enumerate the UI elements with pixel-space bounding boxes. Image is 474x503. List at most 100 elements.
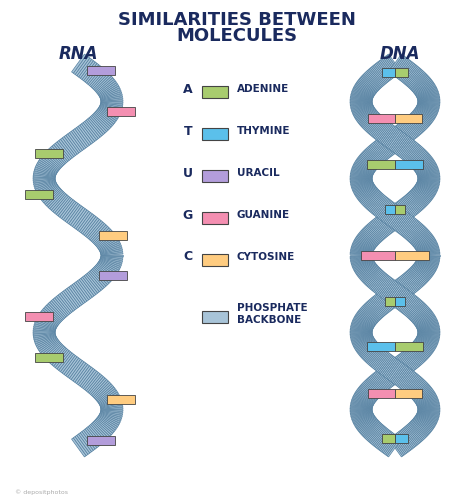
- FancyBboxPatch shape: [368, 388, 395, 397]
- Polygon shape: [359, 78, 377, 93]
- Text: A: A: [183, 82, 193, 96]
- Polygon shape: [408, 147, 424, 164]
- Polygon shape: [360, 77, 377, 93]
- Polygon shape: [418, 178, 440, 180]
- Polygon shape: [350, 410, 372, 415]
- Polygon shape: [384, 436, 399, 455]
- Polygon shape: [98, 390, 118, 404]
- Polygon shape: [45, 152, 62, 169]
- Polygon shape: [353, 319, 373, 329]
- Polygon shape: [353, 336, 373, 346]
- Polygon shape: [373, 296, 388, 314]
- Polygon shape: [400, 122, 415, 140]
- Polygon shape: [418, 327, 440, 332]
- Polygon shape: [98, 389, 116, 403]
- Polygon shape: [397, 214, 411, 233]
- Polygon shape: [399, 431, 413, 449]
- Polygon shape: [417, 336, 438, 346]
- Polygon shape: [388, 208, 402, 226]
- Polygon shape: [89, 377, 105, 394]
- Polygon shape: [393, 281, 407, 300]
- Text: RNA: RNA: [58, 45, 98, 63]
- Polygon shape: [351, 402, 373, 408]
- Polygon shape: [386, 55, 400, 74]
- Polygon shape: [397, 292, 411, 310]
- Polygon shape: [352, 411, 373, 420]
- Polygon shape: [98, 108, 116, 122]
- Polygon shape: [97, 417, 115, 432]
- Polygon shape: [370, 426, 385, 444]
- Polygon shape: [350, 329, 372, 332]
- Polygon shape: [350, 409, 372, 410]
- Polygon shape: [100, 399, 122, 408]
- Polygon shape: [74, 210, 89, 229]
- Polygon shape: [363, 151, 380, 167]
- Polygon shape: [412, 420, 429, 435]
- Polygon shape: [393, 204, 408, 222]
- Polygon shape: [352, 91, 373, 100]
- Polygon shape: [40, 311, 59, 326]
- Polygon shape: [417, 104, 438, 112]
- Polygon shape: [397, 201, 411, 219]
- Polygon shape: [96, 232, 115, 247]
- Polygon shape: [365, 115, 382, 132]
- Polygon shape: [414, 263, 432, 277]
- Polygon shape: [350, 103, 372, 108]
- Polygon shape: [355, 392, 374, 404]
- Polygon shape: [67, 287, 82, 306]
- FancyBboxPatch shape: [202, 212, 228, 224]
- Polygon shape: [33, 178, 55, 181]
- Polygon shape: [416, 337, 436, 350]
- Polygon shape: [91, 115, 107, 133]
- Polygon shape: [65, 288, 80, 307]
- Polygon shape: [394, 280, 409, 299]
- Polygon shape: [406, 271, 421, 288]
- Polygon shape: [418, 257, 439, 262]
- Polygon shape: [417, 183, 437, 194]
- Polygon shape: [33, 178, 55, 179]
- Polygon shape: [351, 94, 373, 100]
- Polygon shape: [85, 372, 100, 391]
- Polygon shape: [100, 244, 121, 254]
- Polygon shape: [406, 223, 421, 240]
- Polygon shape: [380, 202, 394, 220]
- Polygon shape: [361, 153, 378, 169]
- Polygon shape: [356, 185, 375, 199]
- Polygon shape: [414, 186, 432, 200]
- Polygon shape: [394, 58, 408, 76]
- Polygon shape: [364, 422, 381, 439]
- Polygon shape: [380, 125, 394, 143]
- Polygon shape: [56, 197, 72, 216]
- Polygon shape: [351, 180, 373, 188]
- Polygon shape: [388, 285, 402, 303]
- Polygon shape: [386, 437, 400, 456]
- Polygon shape: [96, 231, 113, 246]
- Polygon shape: [33, 174, 55, 178]
- Polygon shape: [418, 178, 440, 179]
- Polygon shape: [407, 193, 423, 210]
- Polygon shape: [380, 356, 395, 375]
- Polygon shape: [86, 273, 101, 292]
- Polygon shape: [384, 56, 399, 75]
- Polygon shape: [372, 427, 386, 445]
- Polygon shape: [414, 109, 433, 123]
- Polygon shape: [410, 268, 426, 284]
- Polygon shape: [354, 183, 374, 195]
- Polygon shape: [402, 351, 418, 369]
- Polygon shape: [368, 194, 384, 211]
- Polygon shape: [356, 108, 375, 121]
- Polygon shape: [73, 437, 88, 456]
- Polygon shape: [389, 286, 403, 304]
- Polygon shape: [406, 348, 421, 366]
- Polygon shape: [94, 266, 112, 282]
- Polygon shape: [78, 213, 92, 231]
- Polygon shape: [82, 123, 97, 141]
- Polygon shape: [393, 289, 408, 307]
- Polygon shape: [395, 434, 410, 452]
- Polygon shape: [369, 299, 385, 316]
- Polygon shape: [354, 240, 374, 252]
- FancyBboxPatch shape: [202, 170, 228, 182]
- Polygon shape: [351, 170, 373, 177]
- Polygon shape: [352, 320, 373, 329]
- Polygon shape: [410, 228, 427, 244]
